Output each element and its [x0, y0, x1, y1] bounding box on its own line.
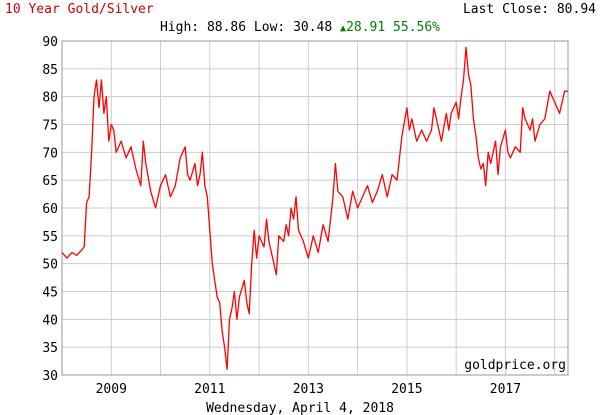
stats-bar: High: 88.86 Low: 30.48 ▲28.91 55.56% — [0, 20, 600, 37]
source-label: goldprice.org — [464, 358, 566, 373]
triangle-up-icon: ▲ — [340, 23, 347, 34]
y-tick-label: 75 — [42, 119, 58, 134]
series-line — [61, 46, 569, 371]
high-value: 88.86 — [206, 20, 247, 35]
y-tick-label: 65 — [42, 174, 58, 189]
y-tick-label: 90 — [42, 35, 58, 50]
high-label: High: — [159, 20, 200, 35]
y-tick-label: 85 — [42, 63, 58, 78]
x-tick-label: 2017 — [490, 382, 521, 397]
change-percent: 55.56% — [393, 20, 440, 35]
y-tick-label: 30 — [42, 369, 58, 384]
y-tick-label: 55 — [42, 230, 58, 245]
y-tick-label: 50 — [42, 258, 58, 273]
x-axis: 2009 2011 2013 2015 2017 — [96, 382, 521, 397]
last-close-label: Last Close: — [462, 2, 550, 17]
x-tick-label: 2013 — [293, 382, 324, 397]
last-close: Last Close: 80.94 — [463, 2, 596, 18]
date-label: Wednesday, April 4, 2018 — [206, 401, 394, 415]
low-value: 30.48 — [293, 20, 333, 35]
y-tick-label: 40 — [42, 313, 58, 328]
y-axis: 30 35 40 45 50 55 60 65 70 75 80 85 90 — [42, 35, 58, 384]
plot-frame — [61, 40, 569, 376]
x-tick-label: 2011 — [194, 382, 225, 397]
y-tick-label: 80 — [42, 91, 58, 106]
chart-title: 10 Year Gold/Silver — [5, 2, 154, 17]
x-tick-label: 2015 — [391, 382, 422, 397]
y-tick-label: 45 — [42, 286, 58, 301]
y-tick-label: 70 — [42, 146, 58, 161]
grid — [62, 40, 568, 376]
low-label: Low: — [253, 20, 286, 35]
change-value: 28.91 — [346, 20, 386, 35]
last-close-value: 80.94 — [556, 2, 596, 17]
y-tick-label: 35 — [42, 341, 58, 356]
x-tick-label: 2009 — [96, 382, 127, 397]
y-tick-label: 60 — [42, 202, 58, 217]
